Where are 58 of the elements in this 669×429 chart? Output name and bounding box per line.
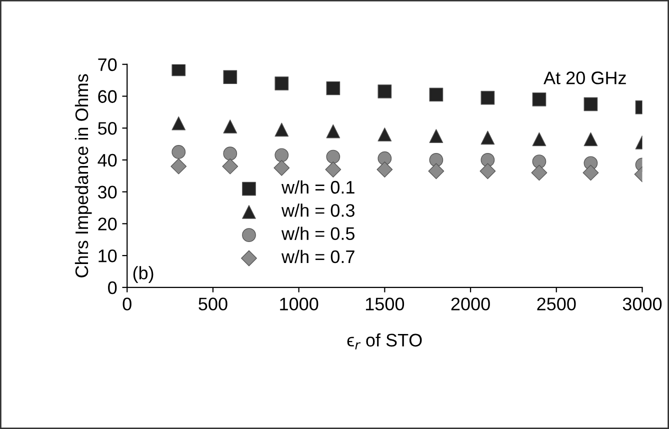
point [378,84,392,98]
point [223,120,238,134]
y-tick-label: 50 [98,122,117,135]
point [428,163,444,180]
point [480,163,496,180]
legend-label: w/h = 0.3 [281,204,354,217]
point [429,129,444,143]
point [325,162,342,178]
y-tick-label: 10 [98,249,117,262]
legend-label: w/h = 0.1 [281,180,354,194]
y-tick-label: 30 [98,186,117,199]
x-axis-title: ϵ$_{r}$ of STO [347,333,422,350]
x-tick-label: 2000 [451,298,490,310]
y-tick-label: 60 [98,90,117,103]
point [376,162,393,178]
point [170,158,187,174]
point [429,153,444,167]
x-tick-label: 1000 [280,298,318,310]
point [532,154,546,168]
legend-label: w/h = 0.7 [281,250,354,264]
point [584,97,598,112]
point [223,70,238,84]
point [274,76,289,90]
y-tick-label: 40 [98,154,117,167]
point [584,132,598,146]
point [531,164,548,181]
point [532,92,546,106]
point [223,146,238,161]
y-tick-label: 20 [98,218,117,230]
x-tick-label: 0 [122,298,132,310]
point [378,128,392,142]
x-tick-label: 1500 [366,298,404,310]
point [274,122,289,137]
point [172,145,186,159]
legend-label: w/h = 0.5 [281,226,355,240]
annotation: At 20 GHz [544,72,626,84]
x-tick-label: 2500 [537,298,576,310]
y-axis-title: Chrs Impedance in Ohms [74,74,92,278]
point [326,81,340,96]
point [172,116,186,130]
x-tick-label: 3000 [622,298,662,310]
point [326,124,340,138]
point [274,160,290,176]
y-tick-label: 0 [108,281,117,294]
point [172,64,186,76]
point [480,130,495,145]
point [274,148,289,162]
y-tick-label: 70 [98,58,117,72]
point [378,151,392,166]
point [532,132,546,146]
point [582,164,599,181]
annotation: (b) [133,266,154,283]
point [480,153,495,167]
point [326,150,340,164]
x-tick-label: 500 [198,298,228,310]
point [429,88,444,102]
point [222,158,238,174]
point [480,90,495,105]
